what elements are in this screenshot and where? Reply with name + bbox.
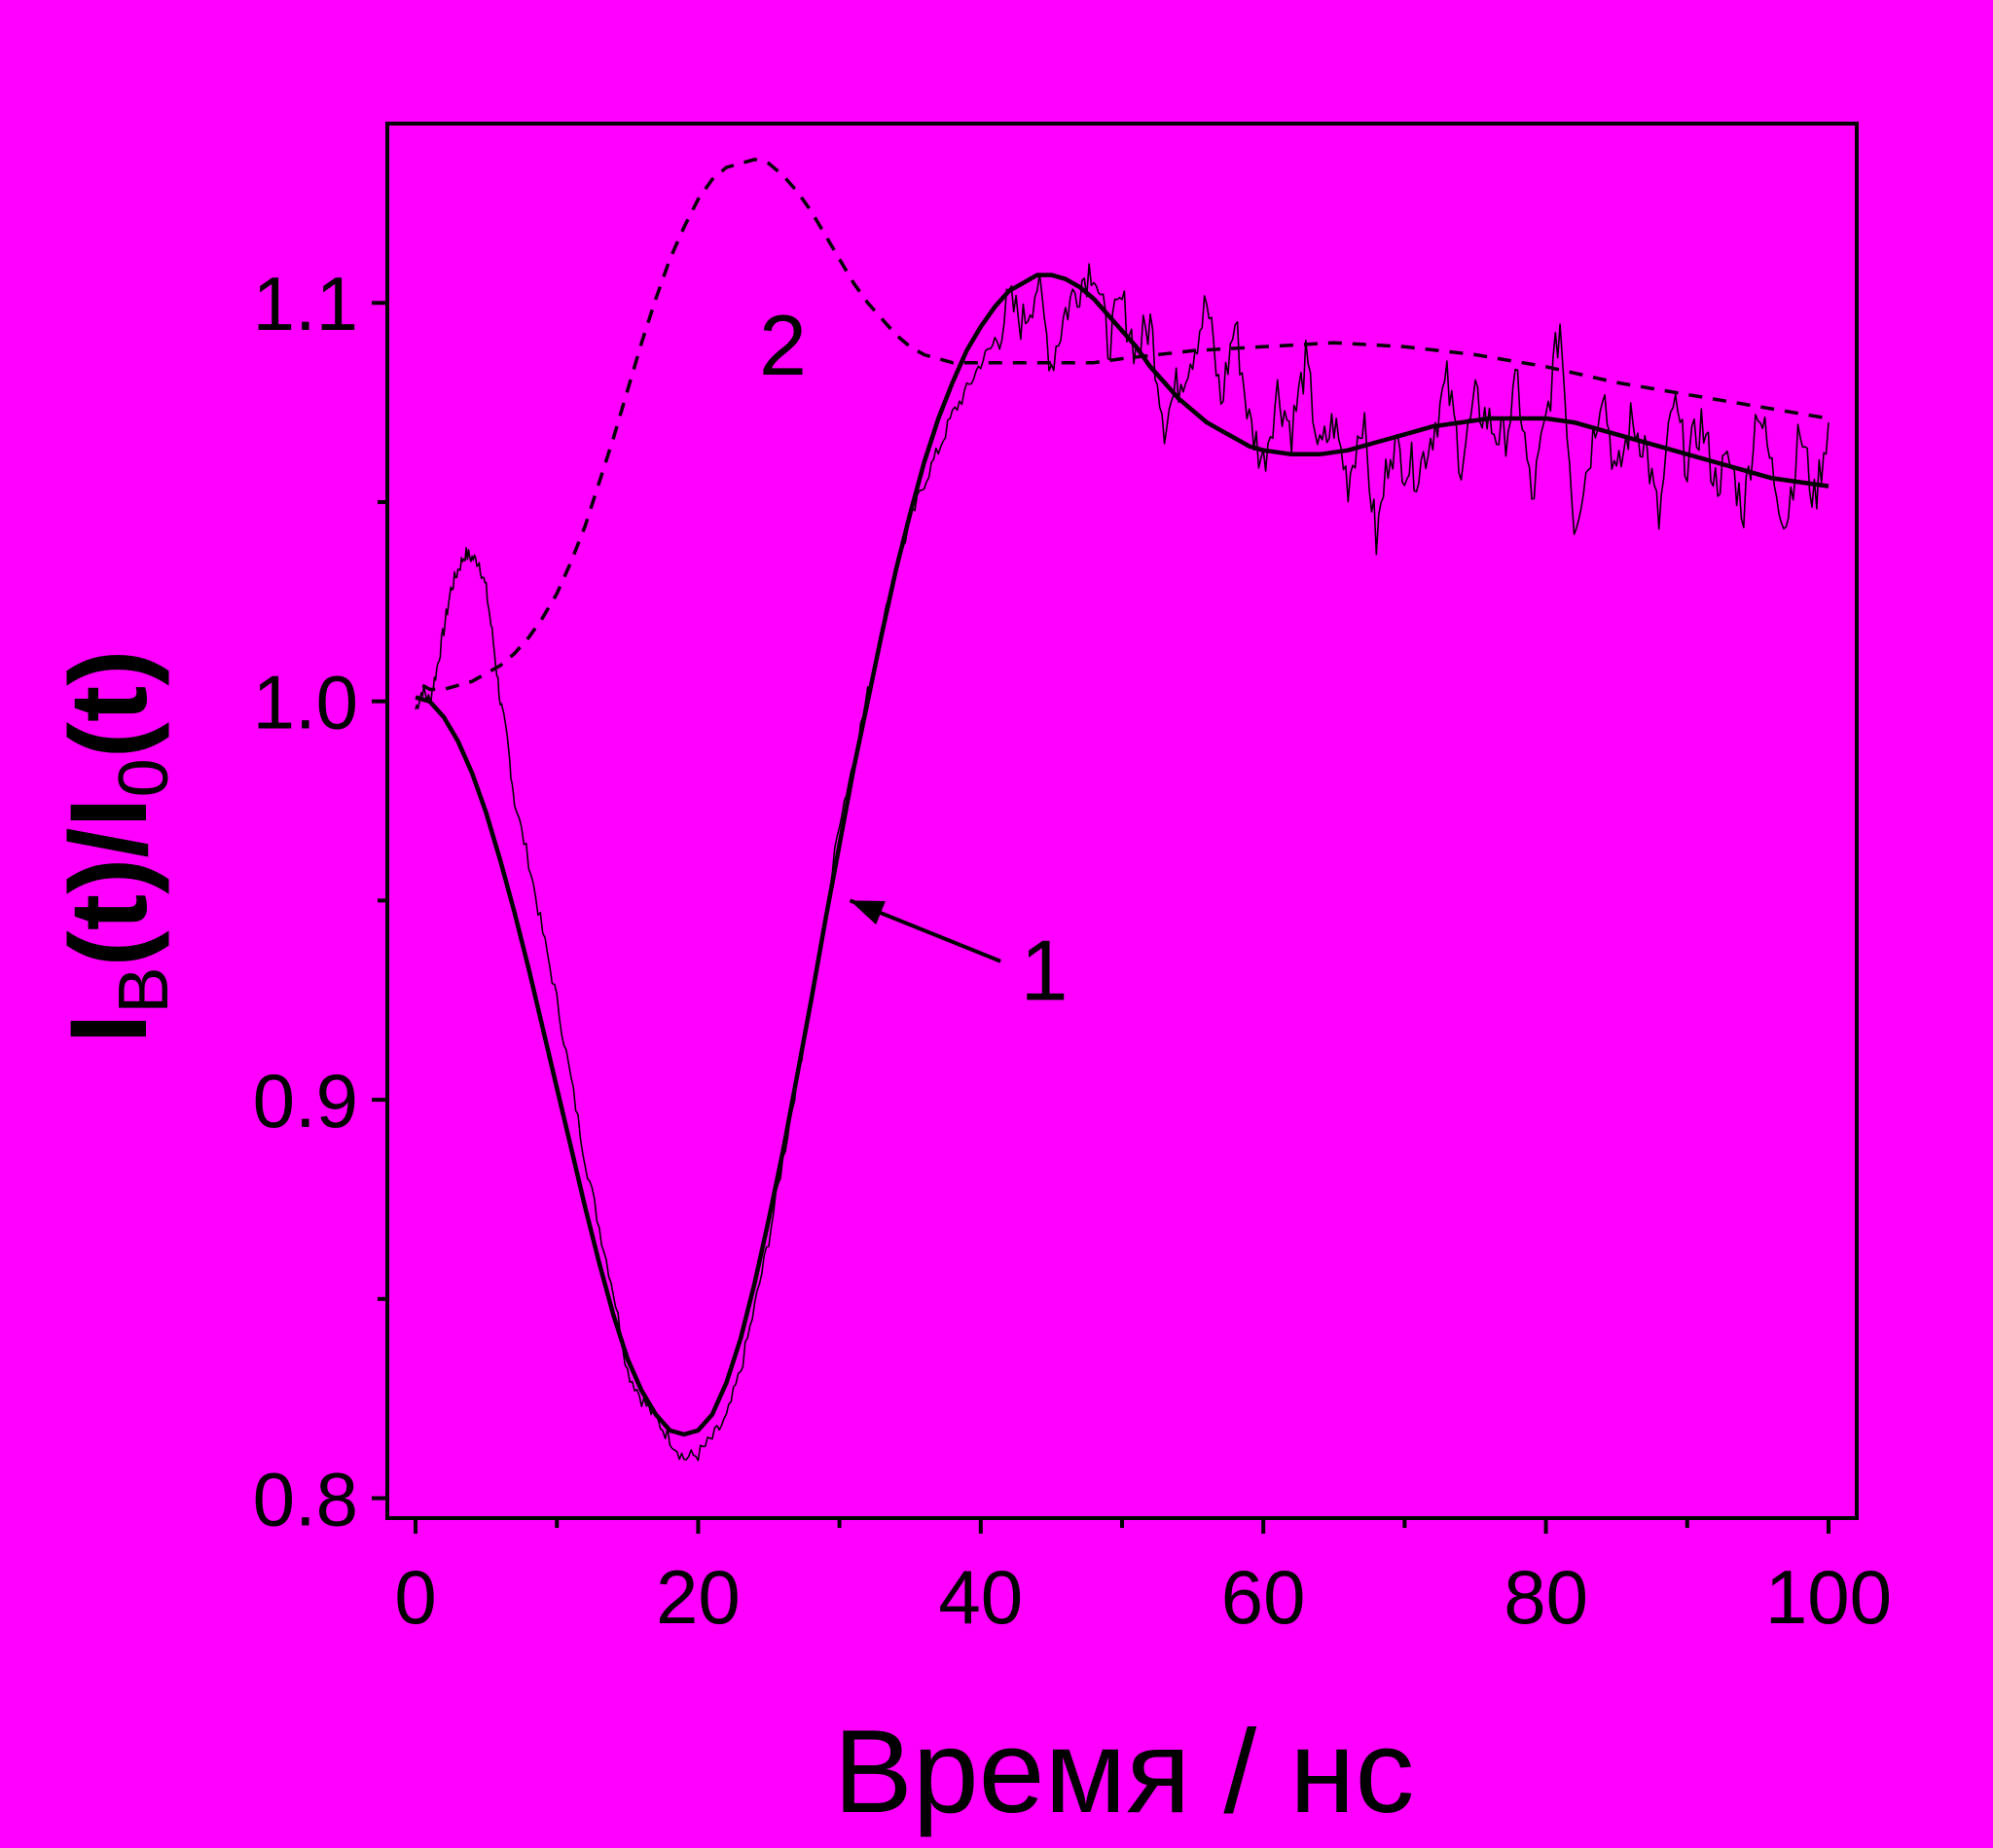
x-tick-label: 100 — [1765, 1554, 1892, 1640]
x-tick-label: 0 — [394, 1554, 436, 1640]
series-line-1 — [415, 272, 1830, 1437]
y-tick-label: 0.8 — [253, 1457, 358, 1542]
y-axis-title-sub-0: 0 — [105, 758, 183, 797]
y-axis-title-tail: (t) — [48, 649, 169, 758]
y-tick-label: 1.1 — [253, 261, 358, 346]
x-tick-label: 40 — [938, 1554, 1023, 1640]
y-axis-title: IB(t)/I0(t) — [48, 649, 183, 1043]
annotation-label-1: 1 — [1021, 923, 1069, 1019]
axes-layer: 0 20 40 60 80 100 0.8 0.9 1.0 1.1 — [253, 122, 1892, 1640]
annotation-arrow-head — [850, 900, 886, 925]
annotation-label-2: 2 — [759, 297, 807, 393]
x-tick-label: 60 — [1221, 1554, 1306, 1640]
series-line-experimental — [415, 263, 1830, 1462]
y-axis-title-main: I — [48, 1013, 169, 1043]
annotation-layer: 12 — [759, 297, 1069, 1019]
y-tick-label: 0.9 — [253, 1058, 358, 1143]
x-tick-label: 80 — [1504, 1554, 1588, 1640]
x-axis-title: Время / нс — [833, 1705, 1414, 1837]
y-tick-label: 1.0 — [253, 660, 358, 745]
y-axis-title-mid: (t)/I — [48, 797, 169, 966]
series-line-2 — [421, 158, 1830, 692]
series-layer — [415, 158, 1830, 1462]
y-axis-title-sub-b: B — [105, 966, 183, 1013]
x-tick-label: 20 — [656, 1554, 741, 1640]
